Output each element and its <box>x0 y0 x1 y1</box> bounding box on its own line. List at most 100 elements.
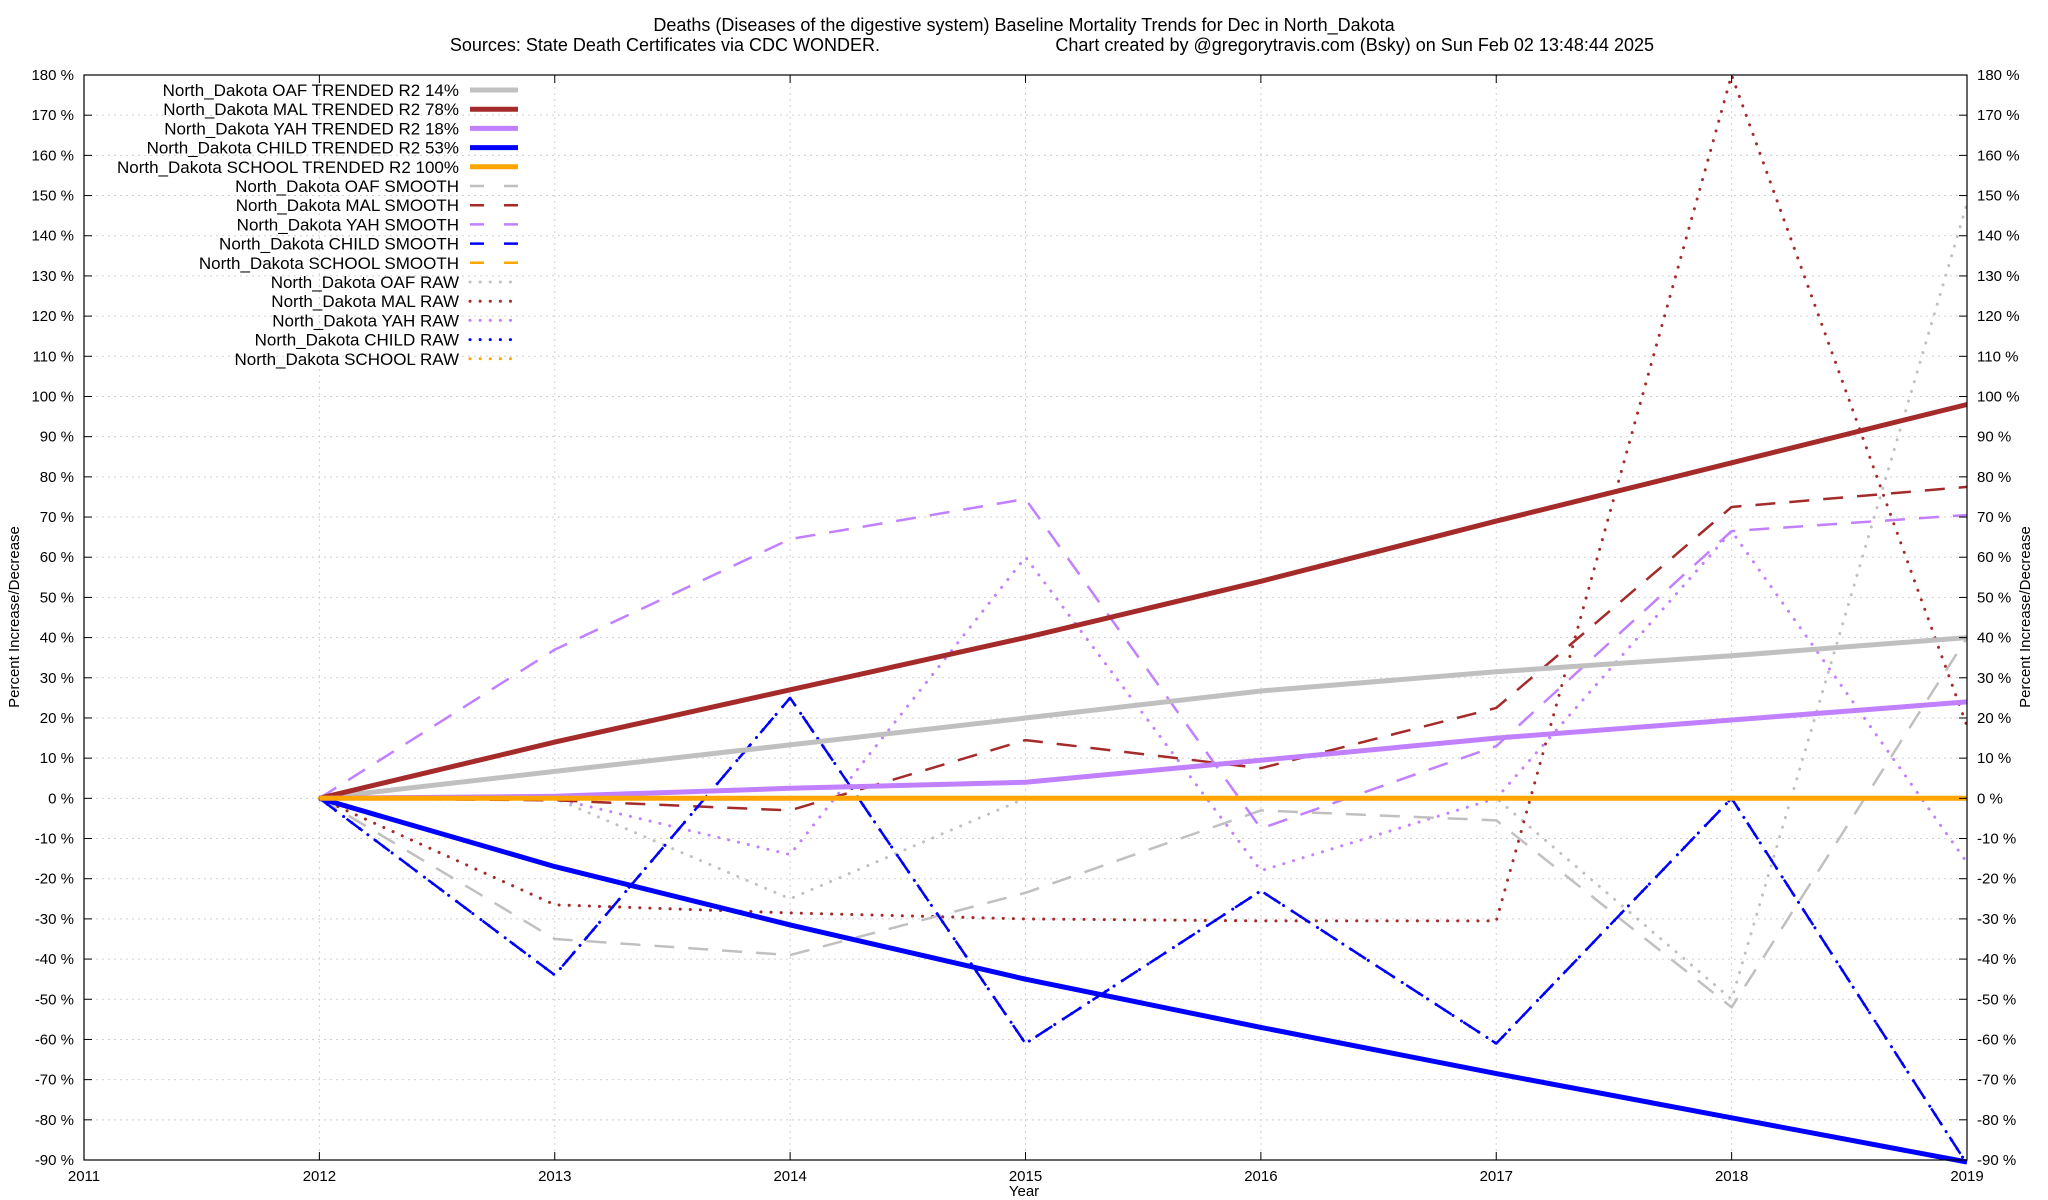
y-tick-label-right: 40 % <box>1977 630 2011 647</box>
y-tick-label-left: 150 % <box>31 188 74 205</box>
y-tick-label-left: 170 % <box>31 107 74 124</box>
legend-label-north-dakota-school-trended-r2-100: North_Dakota SCHOOL TRENDED R2 100% <box>117 158 459 177</box>
y-axis-title-right: Percent Increase/Decrease <box>2017 526 2034 708</box>
y-tick-label-right: -40 % <box>1977 951 2016 968</box>
legend-label-north-dakota-oaf-smooth: North_Dakota OAF SMOOTH <box>235 177 459 196</box>
y-tick-label-left: 0 % <box>48 790 74 807</box>
series-line-north-dakota-oaf-trended-r2-14 <box>319 635 1968 801</box>
legend-label-north-dakota-mal-smooth: North_Dakota MAL SMOOTH <box>236 196 459 215</box>
chart-title: Deaths (Diseases of the digestive system… <box>653 15 1395 36</box>
y-tick-label-right: -20 % <box>1977 871 2016 888</box>
series-line-north-dakota-mal-raw <box>317 73 1969 923</box>
y-tick-label-left: -60 % <box>35 1031 74 1048</box>
x-tick-label: 2018 <box>1715 1168 1748 1185</box>
x-tick-label: 2016 <box>1244 1168 1277 1185</box>
x-tick-label: 2013 <box>538 1168 571 1185</box>
x-tick-label: 2011 <box>68 1168 100 1185</box>
series-line-north-dakota-yah-trended-r2-18 <box>319 699 1968 801</box>
y-tick-label-right: -50 % <box>1977 991 2016 1008</box>
series-line-north-dakota-mal-trended-r2-78 <box>318 402 1968 801</box>
y-tick-label-left: 10 % <box>40 750 74 767</box>
legend-label-north-dakota-mal-trended-r2-78: North_Dakota MAL TRENDED R2 78% <box>163 100 459 119</box>
y-tick-label-left: 80 % <box>40 469 74 486</box>
y-tick-label-right: 90 % <box>1977 429 2011 446</box>
x-tick-label: 2019 <box>1950 1168 1983 1185</box>
axis-ticks: 180 % 180 % 170 % 170 % 160 % 160 % 150 % 150 %… <box>31 67 2019 1185</box>
y-tick-label-left: -80 % <box>35 1112 74 1129</box>
chart-subtitle-credit: Chart created by @gregorytravis.com (Bsk… <box>1055 35 1654 55</box>
y-tick-label-left: 100 % <box>31 388 74 405</box>
legend-label-north-dakota-child-trended-r2-53: North_Dakota CHILD TRENDED R2 53% <box>147 139 459 158</box>
legend-label-north-dakota-yah-trended-r2-18: North_Dakota YAH TRENDED R2 18% <box>164 119 459 138</box>
legend-label-north-dakota-oaf-trended-r2-14: North_Dakota OAF TRENDED R2 14% <box>163 81 459 100</box>
legend: North_Dakota OAF TRENDED R2 14%North_Dak… <box>117 81 520 369</box>
y-tick-label-right: 150 % <box>1977 188 2020 205</box>
y-tick-label-left: -20 % <box>35 871 74 888</box>
chart-subtitle-sources: Sources: State Death Certificates via CD… <box>450 35 880 55</box>
grid <box>84 75 1967 1160</box>
legend-label-north-dakota-oaf-raw: North_Dakota OAF RAW <box>271 273 459 292</box>
y-tick-label-right: 160 % <box>1977 147 2020 164</box>
y-tick-label-left: 20 % <box>40 710 74 727</box>
y-tick-label-right: -30 % <box>1977 911 2016 928</box>
y-tick-label-right: -90 % <box>1977 1152 2016 1169</box>
x-tick-label: 2015 <box>1009 1168 1042 1185</box>
y-tick-label-right: 60 % <box>1977 549 2011 566</box>
y-tick-label-left: -70 % <box>35 1072 74 1089</box>
y-tick-label-left: 160 % <box>31 147 74 164</box>
y-tick-label-left: -50 % <box>35 991 74 1008</box>
y-tick-label-right: 100 % <box>1977 388 2020 405</box>
y-tick-label-right: 80 % <box>1977 469 2011 486</box>
y-tick-label-left: 60 % <box>40 549 74 566</box>
y-tick-label-right: -60 % <box>1977 1031 2016 1048</box>
y-tick-label-right: 0 % <box>1977 790 2003 807</box>
y-tick-label-left: 110 % <box>33 348 74 365</box>
y-tick-label-left: 130 % <box>31 268 74 285</box>
y-tick-label-right: 70 % <box>1977 509 2011 526</box>
y-tick-label-left: 70 % <box>40 509 74 526</box>
series-line-north-dakota-child-smooth <box>318 696 1969 1165</box>
y-tick-label-right: -10 % <box>1977 831 2016 848</box>
y-tick-label-right: 130 % <box>1977 268 2020 285</box>
y-tick-label-left: 40 % <box>40 630 74 647</box>
y-tick-label-left: 30 % <box>40 670 74 687</box>
legend-label-north-dakota-mal-raw: North_Dakota MAL RAW <box>271 292 459 311</box>
y-tick-label-left: 140 % <box>31 228 74 245</box>
x-tick-label: 2017 <box>1480 1168 1513 1185</box>
series-line-north-dakota-yah-smooth <box>318 497 1968 830</box>
y-tick-label-right: 50 % <box>1977 589 2011 606</box>
series-line-north-dakota-mal-smooth <box>319 485 1968 812</box>
y-tick-label-left: -90 % <box>35 1152 74 1169</box>
x-tick-label: 2012 <box>303 1168 336 1185</box>
x-tick-label: 2014 <box>773 1168 806 1185</box>
series-line-north-dakota-child-trended-r2-53 <box>318 795 1968 1165</box>
x-axis-title: Year <box>1009 1183 1039 1200</box>
y-tick-label-right: -70 % <box>1977 1072 2016 1089</box>
legend-label-north-dakota-child-smooth: North_Dakota CHILD SMOOTH <box>219 235 459 254</box>
y-tick-label-right: 110 % <box>1977 348 2018 365</box>
y-tick-label-right: 170 % <box>1977 107 2020 124</box>
y-tick-label-left: -10 % <box>35 831 74 848</box>
legend-label-north-dakota-school-raw: North_Dakota SCHOOL RAW <box>234 350 459 369</box>
y-tick-label-right: 10 % <box>1977 750 2011 767</box>
y-tick-label-right: 180 % <box>1977 67 2020 84</box>
y-tick-label-left: 50 % <box>40 589 74 606</box>
legend-label-north-dakota-yah-smooth: North_Dakota YAH SMOOTH <box>237 215 459 234</box>
legend-label-north-dakota-child-raw: North_Dakota CHILD RAW <box>255 331 459 350</box>
y-tick-label-right: 140 % <box>1977 228 2020 245</box>
y-tick-label-left: 120 % <box>31 308 74 325</box>
legend-label-north-dakota-school-smooth: North_Dakota SCHOOL SMOOTH <box>199 254 459 273</box>
y-tick-label-right: 20 % <box>1977 710 2011 727</box>
series-line-north-dakota-oaf-raw <box>317 202 1969 1001</box>
y-tick-label-left: -40 % <box>35 951 74 968</box>
legend-label-north-dakota-yah-raw: North_Dakota YAH RAW <box>272 311 459 330</box>
y-tick-label-left: -30 % <box>35 911 74 928</box>
y-tick-label-right: 120 % <box>1977 308 2020 325</box>
y-tick-label-left: 90 % <box>40 429 74 446</box>
series-line-north-dakota-oaf-smooth <box>318 636 1969 1009</box>
y-tick-label-right: -80 % <box>1977 1112 2016 1129</box>
y-tick-label-left: 180 % <box>31 67 74 84</box>
y-tick-label-right: 30 % <box>1977 670 2011 687</box>
y-axis-title-left: Percent Increase/Decrease <box>6 526 23 708</box>
